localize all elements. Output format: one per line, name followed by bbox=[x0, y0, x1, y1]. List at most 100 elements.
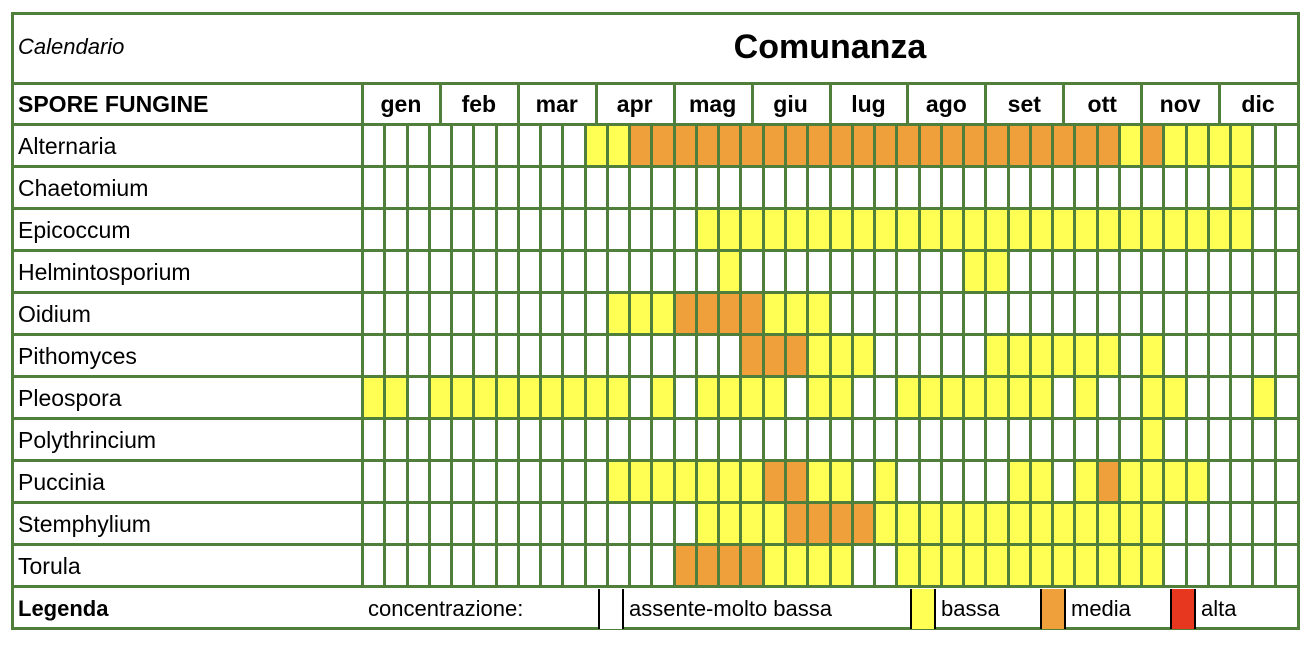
table-cell bbox=[740, 545, 763, 587]
table-cell bbox=[918, 503, 941, 545]
grid-line bbox=[1218, 82, 1222, 125]
table-cell bbox=[940, 209, 964, 251]
table-cell bbox=[762, 125, 785, 167]
grid-line bbox=[1073, 125, 1077, 588]
row-label: Pleospora bbox=[18, 385, 122, 411]
month-header: set bbox=[1007, 91, 1041, 117]
table-cell bbox=[695, 461, 719, 503]
legend-item-low: bassa bbox=[941, 596, 1000, 621]
grid-line bbox=[11, 375, 1300, 378]
grid-line bbox=[962, 125, 966, 588]
table-cell bbox=[1141, 377, 1164, 419]
table-cell bbox=[762, 209, 785, 251]
table-cell bbox=[1141, 125, 1164, 167]
table-cell bbox=[1029, 461, 1053, 503]
grid-line bbox=[11, 123, 1300, 126]
table-cell bbox=[1096, 209, 1119, 251]
table-cell bbox=[1185, 125, 1208, 167]
table-cell bbox=[1118, 209, 1142, 251]
table-cell bbox=[1029, 209, 1053, 251]
table-cell bbox=[384, 377, 407, 419]
table-cell bbox=[963, 545, 986, 587]
table-cell bbox=[829, 461, 852, 503]
table-cell bbox=[1185, 209, 1208, 251]
table-cell bbox=[1074, 209, 1097, 251]
table-cell bbox=[874, 209, 897, 251]
table-cell bbox=[517, 377, 541, 419]
grid-line bbox=[594, 82, 598, 125]
table-cell bbox=[606, 461, 630, 503]
grid-line bbox=[1140, 82, 1144, 125]
grid-line bbox=[11, 82, 1300, 85]
grid-line bbox=[1062, 82, 1066, 125]
table-cell bbox=[1252, 377, 1275, 419]
month-header: gen bbox=[380, 91, 422, 117]
table-cell bbox=[1074, 335, 1097, 377]
table-cell bbox=[1007, 461, 1030, 503]
table-cell bbox=[695, 377, 719, 419]
grid-line bbox=[472, 125, 476, 588]
table-cell bbox=[606, 293, 630, 335]
table-cell bbox=[963, 503, 986, 545]
table-cell bbox=[606, 125, 630, 167]
table-cell bbox=[807, 461, 830, 503]
table-cell bbox=[673, 125, 696, 167]
table-cell bbox=[1096, 503, 1119, 545]
table-cell bbox=[784, 461, 808, 503]
table-cell bbox=[718, 377, 741, 419]
table-cell bbox=[1141, 461, 1164, 503]
table-cell bbox=[1163, 377, 1186, 419]
table-cell bbox=[673, 461, 696, 503]
table-cell bbox=[829, 209, 852, 251]
table-cell bbox=[1207, 209, 1231, 251]
table-cell bbox=[851, 209, 874, 251]
table-cell bbox=[1029, 545, 1053, 587]
table-cell bbox=[740, 293, 763, 335]
grid-line bbox=[561, 125, 565, 588]
month-header: apr bbox=[616, 91, 653, 117]
month-header: ott bbox=[1087, 91, 1117, 117]
grid-line bbox=[984, 125, 988, 588]
calendar-subtitle: Calendario bbox=[18, 34, 125, 59]
table-cell bbox=[1207, 125, 1231, 167]
grid-line bbox=[1206, 125, 1210, 588]
table-cell bbox=[673, 545, 696, 587]
row-label: Chaetomium bbox=[18, 175, 149, 201]
table-cell bbox=[874, 503, 897, 545]
table-cell bbox=[1163, 125, 1186, 167]
table-cell bbox=[718, 545, 741, 587]
grid-line bbox=[383, 125, 387, 588]
grid-line bbox=[917, 125, 921, 588]
table-cell bbox=[1163, 461, 1186, 503]
month-header: giu bbox=[773, 91, 808, 117]
grid-line bbox=[11, 459, 1300, 462]
row-label: Polythrincium bbox=[18, 427, 157, 453]
grid-line bbox=[438, 82, 442, 125]
table-cell bbox=[651, 293, 674, 335]
table-cell bbox=[1118, 545, 1142, 587]
table-cell bbox=[1007, 503, 1030, 545]
grid-line bbox=[850, 125, 854, 588]
table-cell bbox=[1074, 125, 1097, 167]
table-cell bbox=[807, 209, 830, 251]
grid-line bbox=[906, 82, 910, 125]
table-cell bbox=[1029, 377, 1053, 419]
table-cell bbox=[495, 377, 518, 419]
table-cell bbox=[963, 251, 986, 293]
grid-line bbox=[1028, 125, 1032, 588]
table-cell bbox=[1029, 125, 1053, 167]
month-header: feb bbox=[461, 91, 497, 117]
table-cell bbox=[851, 125, 874, 167]
grid-line bbox=[11, 207, 1300, 210]
month-header: mag bbox=[688, 91, 737, 117]
table-cell bbox=[1052, 209, 1075, 251]
table-cell bbox=[940, 545, 964, 587]
table-cell bbox=[651, 461, 674, 503]
table-cell bbox=[629, 125, 652, 167]
table-cell bbox=[718, 293, 741, 335]
legend-swatch-absent bbox=[598, 589, 624, 629]
table-cell bbox=[1052, 335, 1075, 377]
table-cell bbox=[874, 125, 897, 167]
table-cell bbox=[451, 377, 474, 419]
table-cell bbox=[851, 335, 874, 377]
